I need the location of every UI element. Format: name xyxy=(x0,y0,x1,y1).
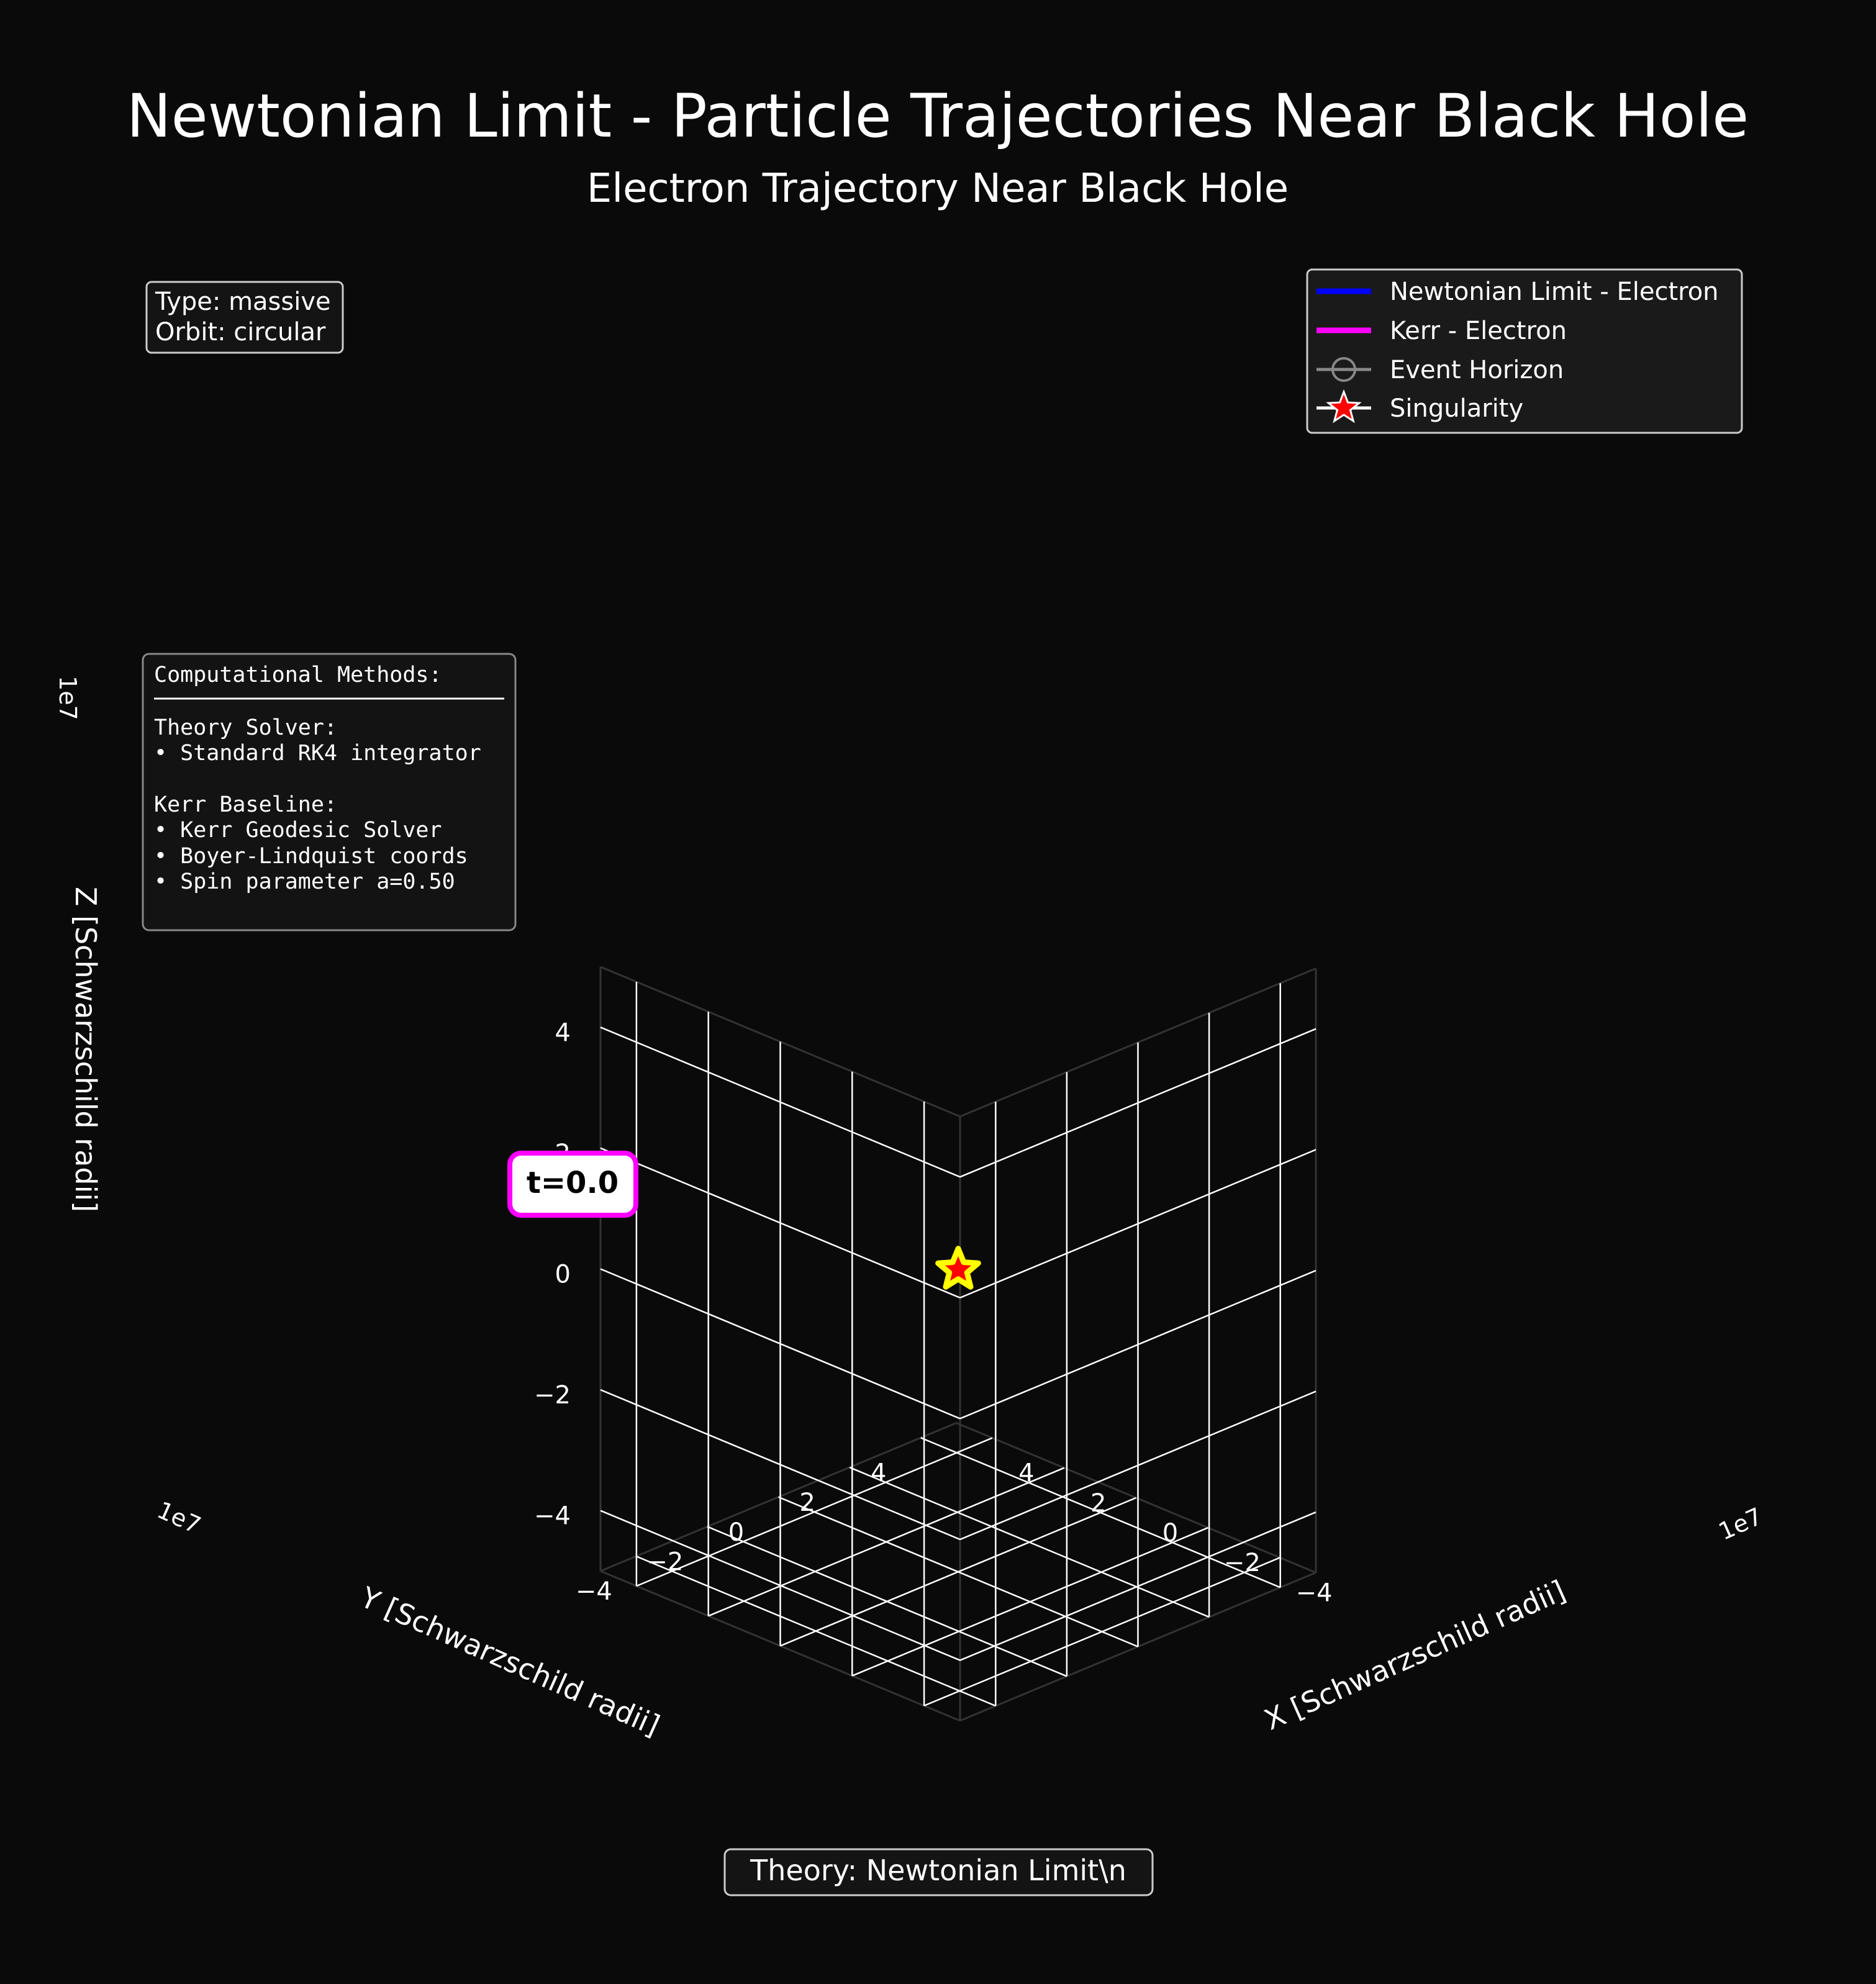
methods-heading: Computational Methods: xyxy=(154,663,442,687)
z-tick-label: −2 xyxy=(534,1381,571,1410)
x-tick-label: 0 xyxy=(1162,1519,1178,1547)
gridline-floor-x xyxy=(708,1467,1065,1617)
gridline-floor-y xyxy=(778,1496,1138,1647)
z-tick-label: 4 xyxy=(555,1018,571,1047)
kerr-item-solver: • Kerr Geodesic Solver xyxy=(154,818,442,843)
legend-label-newtonian: Newtonian Limit - Electron xyxy=(1390,278,1719,306)
plot-marks: t=0.0 xyxy=(507,1151,981,1290)
z-tick-label: 0 xyxy=(555,1261,571,1289)
kerr-item-spin: • Spin parameter a=0.50 xyxy=(154,869,455,894)
legend: Newtonian Limit - Electron Kerr - Electr… xyxy=(1306,268,1743,434)
theory-solver-heading: Theory Solver: xyxy=(154,715,337,740)
kerr-baseline-heading: Kerr Baseline: xyxy=(154,792,337,817)
kerr-item-coords: • Boyer-Lindquist coords xyxy=(154,844,468,869)
y-tick-label: −2 xyxy=(646,1547,683,1576)
info-box: Type: massive Orbit: circular xyxy=(145,281,344,354)
theory-solver-item: • Standard RK4 integrator xyxy=(154,741,481,766)
chart-title: Newtonian Limit - Particle Trajectories … xyxy=(127,81,1749,151)
legend-swatch-horizon-icon xyxy=(1331,357,1356,382)
footer-theory-label: Theory: Newtonian Limit\n xyxy=(750,1854,1126,1887)
info-orbit: Orbit: circular xyxy=(155,318,326,347)
singularity-star-icon xyxy=(935,1246,981,1290)
footer-theory-box: Theory: Newtonian Limit\n xyxy=(723,1848,1154,1896)
gridline-backwall-z xyxy=(600,1268,961,1420)
time-label-text: t=0.0 xyxy=(527,1166,619,1200)
y-tick-label: 2 xyxy=(799,1488,815,1517)
y-tick-label: 0 xyxy=(728,1518,744,1547)
z-axis-multiplier: 1e7 xyxy=(54,676,81,720)
x-tick-label: 4 xyxy=(1018,1459,1034,1488)
methods-box: Computational Methods: Theory Solver: • … xyxy=(142,653,517,931)
gridline-floor-y xyxy=(849,1466,1210,1618)
gridline-floor-x xyxy=(636,1437,993,1587)
time-label: t=0.0 xyxy=(507,1151,638,1218)
gridline-sidewall-z xyxy=(959,1028,1316,1178)
x-tick-label: −4 xyxy=(1296,1579,1333,1607)
legend-swatch-star-icon xyxy=(1326,389,1362,424)
y-tick-label: −4 xyxy=(576,1577,612,1606)
time-label-box xyxy=(507,1151,638,1218)
gridline-backwall-z xyxy=(600,1147,961,1299)
legend-label-kerr: Kerr - Electron xyxy=(1390,317,1567,345)
chart-subtitle: Electron Trajectory Near Black Hole xyxy=(587,166,1289,212)
info-type: Type: massive xyxy=(155,288,331,316)
legend-label-horizon: Event Horizon xyxy=(1390,356,1564,384)
y-tick-label: 4 xyxy=(871,1459,886,1487)
gridline-sidewall-z xyxy=(959,1149,1316,1299)
gridline-backwall-z xyxy=(600,1026,961,1178)
x-tick-label: 2 xyxy=(1090,1489,1106,1518)
z-axis-label: Z [Schwarzschild radii] xyxy=(69,887,102,1212)
legend-label-singularity: Singularity xyxy=(1390,394,1523,423)
gridline-sidewall-z xyxy=(959,1269,1316,1420)
z-tick-label: −4 xyxy=(534,1502,571,1531)
gridline-floor-y xyxy=(920,1437,1281,1588)
x-tick-label: −2 xyxy=(1224,1549,1261,1577)
